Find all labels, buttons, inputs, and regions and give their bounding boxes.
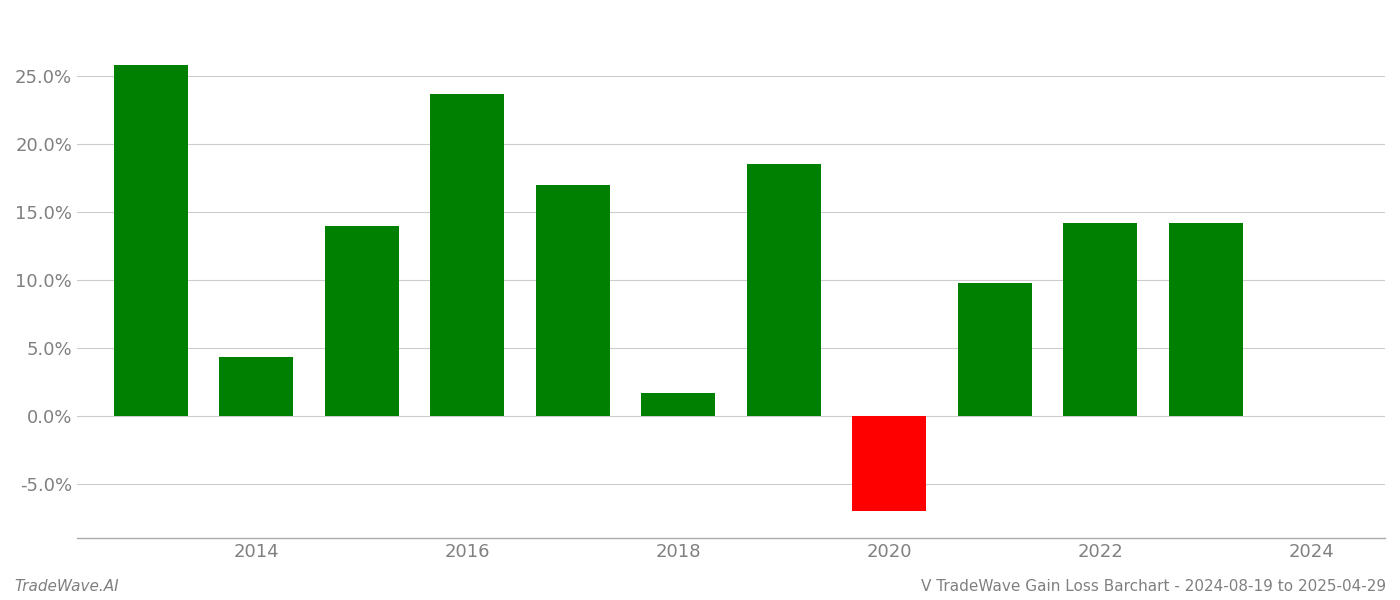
Bar [1063,223,1137,416]
Text: V TradeWave Gain Loss Barchart - 2024-08-19 to 2025-04-29: V TradeWave Gain Loss Barchart - 2024-08… [921,579,1386,594]
Bar [641,393,715,416]
Bar [430,94,504,416]
Bar [1169,223,1243,416]
Bar [113,65,188,416]
Bar [746,164,820,416]
Text: TradeWave.AI: TradeWave.AI [14,579,119,594]
Bar [220,358,293,416]
Bar [325,226,399,416]
Bar [958,283,1032,416]
Bar [853,416,927,511]
Bar [536,185,609,416]
